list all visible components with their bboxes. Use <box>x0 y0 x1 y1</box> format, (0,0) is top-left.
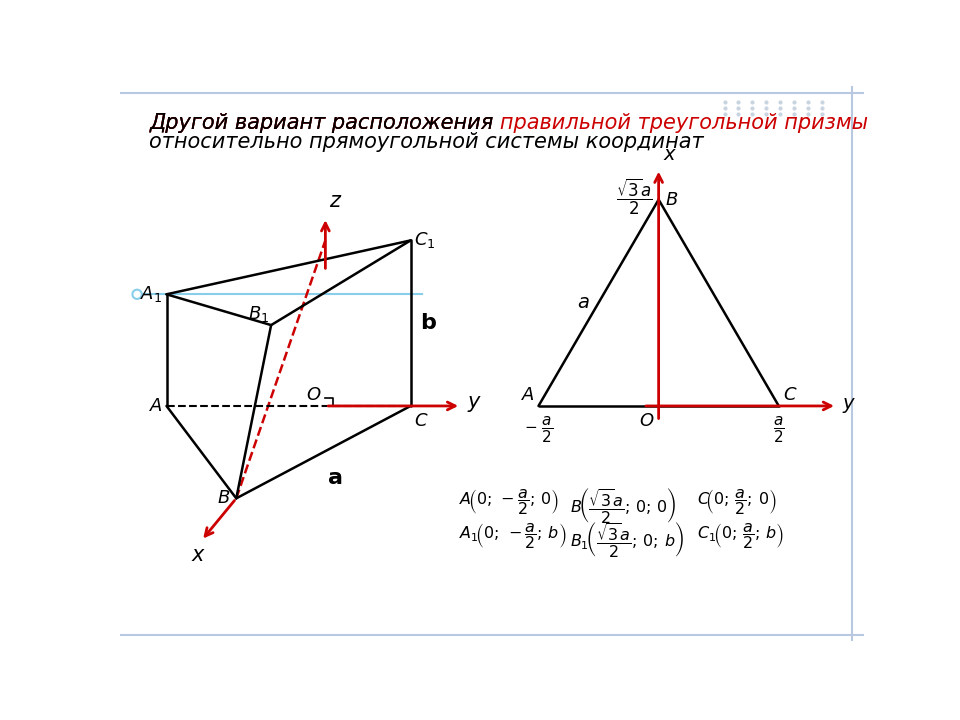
Text: $O$: $O$ <box>639 412 655 430</box>
Text: $x$: $x$ <box>663 145 678 164</box>
Text: $A\!\left(0;\,-\dfrac{a}{2};\,0\right)$: $A\!\left(0;\,-\dfrac{a}{2};\,0\right)$ <box>460 487 560 517</box>
Text: $y$: $y$ <box>842 397 855 415</box>
Text: относительно прямоугольной системы координат: относительно прямоугольной системы коорд… <box>150 132 704 152</box>
Text: $x$: $x$ <box>191 544 206 564</box>
Text: $O$: $O$ <box>306 387 322 405</box>
Text: $y$: $y$ <box>468 394 482 413</box>
Text: $C$: $C$ <box>415 412 429 430</box>
Text: $\mathbf{a}$: $\mathbf{a}$ <box>327 467 343 487</box>
Text: $A_1$: $A_1$ <box>140 284 162 305</box>
Text: $C_1$: $C_1$ <box>415 230 436 251</box>
Text: $\dfrac{a}{2}$: $\dfrac{a}{2}$ <box>773 415 784 445</box>
Text: Другой вариант расположения правильной треугольной призмы: Другой вариант расположения правильной т… <box>150 113 869 133</box>
Text: Другой вариант расположения: Другой вариант расположения <box>150 113 500 133</box>
Text: $z$: $z$ <box>329 191 343 211</box>
Text: $\dfrac{\sqrt{3}a}{2}$: $\dfrac{\sqrt{3}a}{2}$ <box>616 176 653 217</box>
Text: $C\!\left(0;\,\dfrac{a}{2};\,0\right)$: $C\!\left(0;\,\dfrac{a}{2};\,0\right)$ <box>697 487 777 517</box>
Circle shape <box>132 289 142 299</box>
Text: $C$: $C$ <box>782 387 797 405</box>
Text: $B$: $B$ <box>665 191 678 209</box>
Text: $C_1\!\left(0;\,\dfrac{a}{2};\,b\right)$: $C_1\!\left(0;\,\dfrac{a}{2};\,b\right)$ <box>697 521 784 552</box>
Text: $B_1\!\left(\dfrac{\sqrt{3}a}{2};\,0;\,b\right)$: $B_1\!\left(\dfrac{\sqrt{3}a}{2};\,0;\,b… <box>569 521 684 560</box>
Text: $A$: $A$ <box>149 397 162 415</box>
Text: $B\!\left(\dfrac{\sqrt{3}a}{2};\,0;\,0\right)$: $B\!\left(\dfrac{\sqrt{3}a}{2};\,0;\,0\r… <box>569 487 676 526</box>
Text: $A$: $A$ <box>520 387 535 405</box>
Text: $A_1\!\left(0;\,-\dfrac{a}{2};\,b\right)$: $A_1\!\left(0;\,-\dfrac{a}{2};\,b\right)… <box>460 521 566 552</box>
Text: Другой вариант расположения: Другой вариант расположения <box>150 113 500 133</box>
Text: $a$: $a$ <box>577 293 589 312</box>
Text: $\mathbf{b}$: $\mathbf{b}$ <box>420 313 437 333</box>
Text: $B$: $B$ <box>217 490 230 508</box>
Text: $B_1$: $B_1$ <box>249 304 270 323</box>
Text: $-\ \dfrac{a}{2}$: $-\ \dfrac{a}{2}$ <box>524 415 553 445</box>
